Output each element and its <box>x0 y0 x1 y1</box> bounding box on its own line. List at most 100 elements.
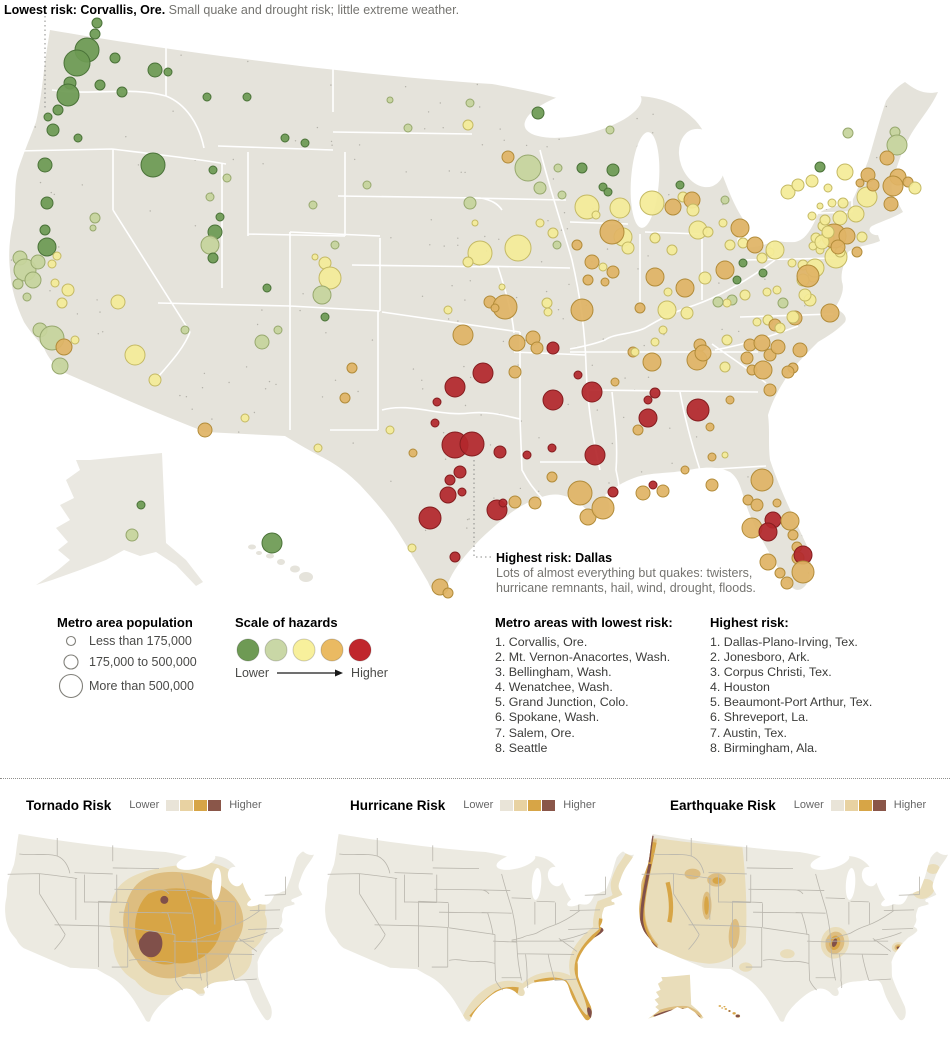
metro-bubble <box>465 98 475 108</box>
metro-bubble <box>330 240 340 250</box>
metro-bubble <box>750 468 774 492</box>
metro-bubble <box>508 365 522 379</box>
metro-bubble <box>346 362 358 374</box>
metro-bubble <box>462 256 474 268</box>
metro-bubble <box>449 551 461 563</box>
metro-bubble <box>567 480 593 506</box>
metro-bubble <box>832 210 848 226</box>
earthquake-legend: Lower Higher <box>794 799 926 811</box>
metro-bubble <box>599 219 625 245</box>
metro-bubble <box>738 258 748 268</box>
main-hazard-map: Lowest risk: Corvallis, Ore. Small quake… <box>4 3 938 599</box>
metro-bubble <box>37 157 53 173</box>
metro-bubble <box>638 408 658 428</box>
metro-bubble <box>719 361 731 373</box>
metro-bubble <box>787 258 797 268</box>
metro-bubble <box>650 337 660 347</box>
metro-bubble <box>908 181 922 195</box>
metro-bubble <box>642 352 662 372</box>
list-item: 5. Beaumont-Port Arthur, Tex. <box>710 695 873 710</box>
metro-bubble <box>686 203 700 217</box>
metro-bubble <box>43 112 53 122</box>
metro-bubble <box>774 322 786 334</box>
hazard-scale-circle <box>292 638 316 662</box>
metro-bubble <box>430 418 440 428</box>
metro-bubble <box>407 543 417 553</box>
metro-bubble <box>508 334 526 352</box>
metro-bubble <box>463 196 477 210</box>
metro-bubble <box>842 127 854 139</box>
metro-bubble <box>603 187 613 197</box>
metro-bubble <box>721 334 733 346</box>
metro-bubble <box>385 425 395 435</box>
earthquake-title: Earthquake Risk <box>670 797 776 813</box>
tornado-map <box>5 834 315 1022</box>
metro-bubble <box>756 252 768 264</box>
metro-bubble <box>56 297 68 309</box>
metro-bubble <box>814 234 830 250</box>
list-item: 6. Shreveport, La. <box>710 710 809 725</box>
metro-bubble <box>197 422 213 438</box>
metro-bubble <box>148 373 162 387</box>
metro-bubble <box>666 244 678 256</box>
hazard-scale-circles <box>236 638 372 662</box>
metro-bubble <box>649 232 661 244</box>
hazard-scale-legend: Scale of hazards Lower Higher <box>235 615 388 680</box>
metro-bubble <box>787 529 799 541</box>
hazard-scale-axis: Lower Higher <box>235 666 388 680</box>
hurricane-title: Hurricane Risk <box>350 797 446 813</box>
metro-bubble <box>814 161 826 173</box>
metro-bubble <box>522 450 532 460</box>
metro-bubble <box>821 225 835 239</box>
metro-bubble <box>823 183 833 193</box>
metro-bubble <box>528 496 542 510</box>
metro-bubble <box>73 133 83 143</box>
metro-bubble <box>242 92 252 102</box>
section-divider <box>0 778 950 779</box>
metro-bubble <box>439 486 457 504</box>
metro-bubble <box>605 125 615 135</box>
metro-bubble <box>882 175 904 197</box>
metro-bubble <box>543 307 553 317</box>
metro-bubble <box>110 294 126 310</box>
metro-bubble <box>418 506 442 530</box>
list-item: 2. Jonesboro, Ark. <box>710 650 810 665</box>
metro-bubble <box>770 339 786 355</box>
metro-bubble <box>311 253 319 261</box>
metro-bubble <box>493 445 507 459</box>
metro-bubble <box>720 195 730 205</box>
metro-bubble <box>656 484 670 498</box>
metro-bubble <box>432 397 442 407</box>
metro-bubble <box>807 211 817 221</box>
hazard-scale-circle <box>320 638 344 662</box>
metro-bubble <box>443 305 453 315</box>
metro-bubble <box>573 370 583 380</box>
metro-bubble <box>124 344 146 366</box>
metro-bubble <box>508 495 522 509</box>
metro-bubble <box>739 289 751 301</box>
metro-bubble <box>675 180 685 190</box>
metro-bubble <box>94 79 106 91</box>
hurricane-map <box>325 834 635 1022</box>
list-item: 2. Mt. Vernon-Anacortes, Wash. <box>495 650 671 665</box>
metro-bubble <box>91 17 103 29</box>
metro-bubble <box>570 298 594 322</box>
higher-label: Higher <box>893 799 927 811</box>
metro-bubble <box>457 487 467 497</box>
metro-bubble <box>576 162 588 174</box>
metro-bubble <box>240 413 250 423</box>
metro-bubble <box>46 123 60 137</box>
metro-bubble <box>606 265 620 279</box>
metro-bubble <box>664 198 682 216</box>
metro-bubble <box>312 285 332 305</box>
metro-bubble <box>541 297 553 309</box>
metro-bubble <box>702 226 714 238</box>
contour-swatch <box>528 799 542 811</box>
metro-bubble <box>222 173 232 183</box>
metro-bubble <box>109 52 121 64</box>
metro-bubble <box>686 398 710 422</box>
hurricane-legend: Lower Higher <box>463 799 595 811</box>
metro-bubble <box>501 150 515 164</box>
hazard-lower-label: Lower <box>235 666 270 680</box>
metro-bubble <box>56 83 80 107</box>
